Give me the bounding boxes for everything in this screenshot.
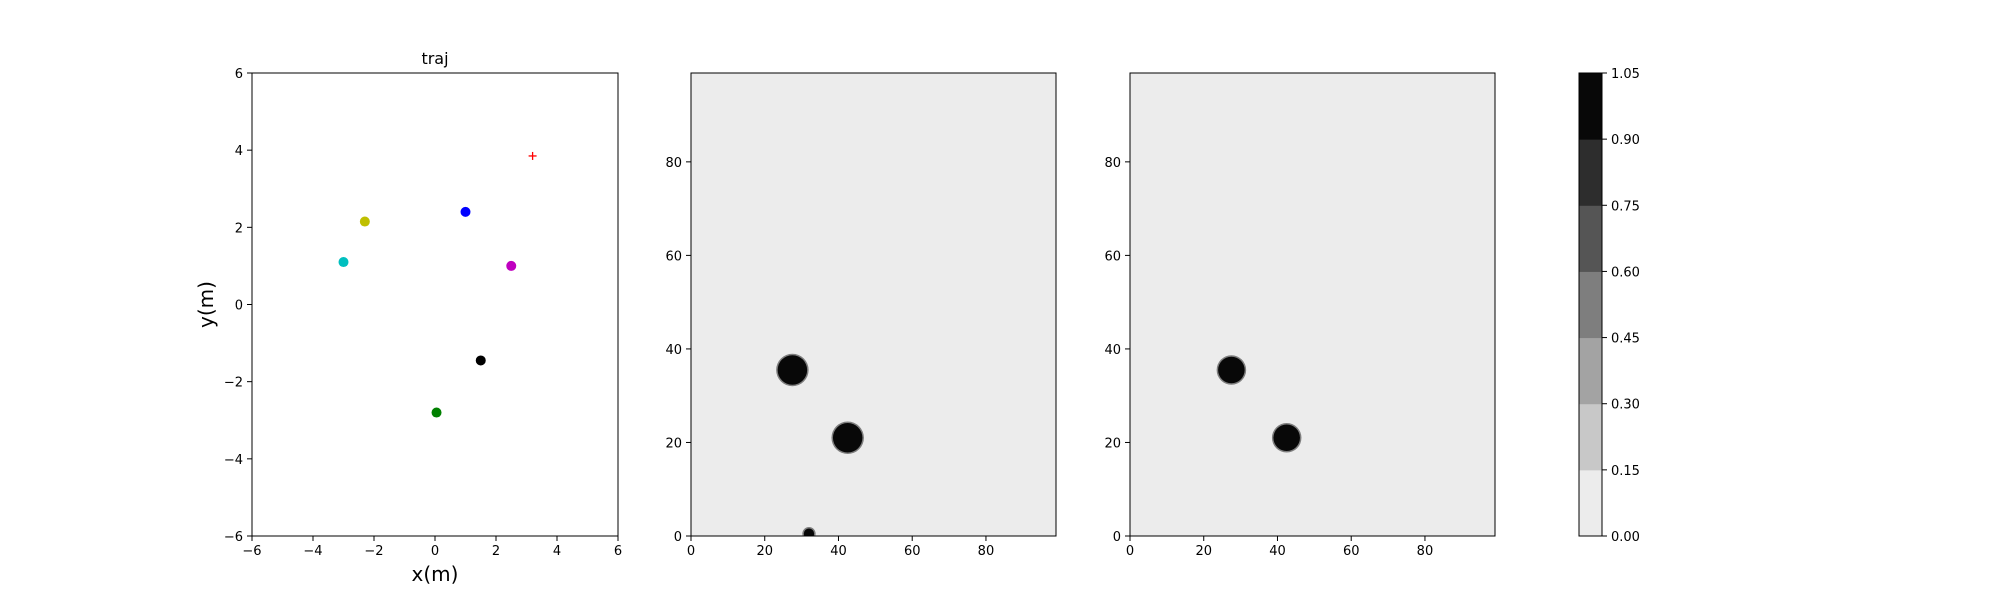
heatmap2-y-tick-label: 60 bbox=[1104, 249, 1121, 264]
scatter-y-tick-label: −6 bbox=[224, 530, 243, 545]
obstacle-blob bbox=[831, 421, 864, 455]
heatmap2-x-tick-label: 40 bbox=[1269, 544, 1286, 559]
heatmap2-x-tick-label: 80 bbox=[1417, 544, 1434, 559]
obstacle-blob-core bbox=[803, 528, 815, 536]
heatmap2-y-tick-label: 40 bbox=[1104, 343, 1121, 358]
scatter-x-tick-label: −6 bbox=[242, 544, 261, 559]
heatmap1-x-tick-label: 40 bbox=[830, 544, 847, 559]
heatmap1-y-tick-label: 0 bbox=[674, 530, 682, 545]
obstacle-blob bbox=[1216, 355, 1247, 385]
colorbar: 0.00 0.15 0.30 0.45 0.60 0.75 0.90 1.05 bbox=[1578, 67, 1640, 545]
heatmap2-y-tick-label: 80 bbox=[1104, 156, 1121, 171]
agent-point bbox=[460, 206, 471, 217]
agent-point bbox=[431, 407, 442, 418]
heatmap1-x-tick-label: 0 bbox=[687, 544, 695, 559]
heatmap1-background bbox=[691, 73, 1056, 536]
scatter-plot-area bbox=[252, 73, 618, 536]
agent-point bbox=[359, 216, 370, 227]
heatmap2-frame bbox=[1129, 72, 1496, 537]
heatmap1-y-tick-label: 80 bbox=[665, 156, 682, 171]
colorbar-segment bbox=[1579, 205, 1602, 272]
heatmap2-y-tick-label: 0 bbox=[1113, 530, 1121, 545]
occupancy-heatmap-panel-2: 0 20 40 60 80 0 20 40 60 80 bbox=[1104, 72, 1496, 559]
obstacle-blob-core bbox=[1273, 424, 1300, 452]
colorbar-tick-label: 0.60 bbox=[1611, 265, 1640, 280]
scatter-y-tick-label: 6 bbox=[235, 67, 243, 82]
colorbar-tick-label: 0.15 bbox=[1611, 464, 1640, 479]
obstacle-blob-core bbox=[832, 423, 863, 453]
scatter-x-tick-label: 0 bbox=[431, 544, 439, 559]
colorbar-frame bbox=[1578, 72, 1603, 537]
heatmap1-x-tick-label: 80 bbox=[978, 544, 995, 559]
colorbar-segment bbox=[1579, 139, 1602, 206]
colorbar-tick-label: 0.90 bbox=[1611, 133, 1640, 148]
obstacle-blob bbox=[1271, 423, 1302, 453]
agent-point bbox=[475, 355, 486, 366]
scatter-x-tick-label: 6 bbox=[614, 544, 622, 559]
heatmap2-x-tick-label: 60 bbox=[1343, 544, 1360, 559]
colorbar-segment bbox=[1579, 271, 1602, 339]
scatter-y-tick-label: 0 bbox=[235, 299, 243, 314]
scatter-title: traj bbox=[421, 49, 448, 68]
colorbar-tick-label: 0.30 bbox=[1611, 398, 1640, 413]
heatmap1-x-tick-label: 20 bbox=[756, 544, 773, 559]
colorbar-segment bbox=[1579, 73, 1602, 140]
colorbar-tick-label: 0.75 bbox=[1611, 199, 1640, 214]
colorbar-segment bbox=[1579, 337, 1602, 405]
scatter-x-tick-label: −4 bbox=[303, 544, 322, 559]
trajectory-scatter-panel: traj x(m) y(m) −6 −4 −2 0 2 4 6 −6 −4 −2 0 2 4 6 bbox=[194, 49, 622, 586]
obstacle-blob bbox=[802, 527, 816, 536]
scatter-y-axis-label: y(m) bbox=[194, 281, 218, 328]
heatmap1-x-tick-label: 60 bbox=[904, 544, 921, 559]
heatmap2-x-tick-label: 20 bbox=[1195, 544, 1212, 559]
colorbar-segment bbox=[1579, 403, 1602, 471]
scatter-x-tick-label: −2 bbox=[364, 544, 383, 559]
heatmap1-obstacles bbox=[776, 353, 864, 536]
heatmap2-y-tick-label: 20 bbox=[1104, 436, 1121, 451]
colorbar-tick-label: 0.45 bbox=[1611, 332, 1640, 347]
scatter-x-axis-label: x(m) bbox=[412, 562, 459, 586]
agent-point bbox=[338, 257, 349, 268]
scatter-x-tick-label: 2 bbox=[492, 544, 500, 559]
occupancy-heatmap-panel-1: 0 20 40 60 80 0 20 40 60 80 bbox=[665, 72, 1057, 559]
scatter-y-tick-label: 4 bbox=[235, 144, 243, 159]
colorbar-tick-label: 0.00 bbox=[1611, 530, 1640, 545]
scatter-y-tick-label: −4 bbox=[224, 453, 243, 468]
heatmap2-x-tick-label: 0 bbox=[1126, 544, 1134, 559]
scatter-y-tick-label: −2 bbox=[224, 376, 243, 391]
obstacle-blob-core bbox=[777, 355, 808, 385]
heatmap1-frame bbox=[690, 72, 1057, 537]
scatter-x-tick-label: 4 bbox=[553, 544, 561, 559]
obstacle-blob-core bbox=[1218, 356, 1245, 384]
obstacle-blob bbox=[776, 353, 809, 387]
scatter-y-tick-label: 2 bbox=[235, 221, 243, 236]
goal-marker bbox=[528, 151, 537, 160]
colorbar-segment bbox=[1579, 469, 1602, 537]
heatmap1-y-tick-label: 20 bbox=[665, 436, 682, 451]
heatmap2-obstacles bbox=[1216, 355, 1302, 453]
heatmap1-y-tick-label: 60 bbox=[665, 249, 682, 264]
colorbar-tick-label: 1.05 bbox=[1611, 67, 1640, 82]
agent-point bbox=[506, 260, 517, 271]
heatmap1-y-tick-label: 40 bbox=[665, 343, 682, 358]
heatmap2-background bbox=[1130, 73, 1495, 536]
